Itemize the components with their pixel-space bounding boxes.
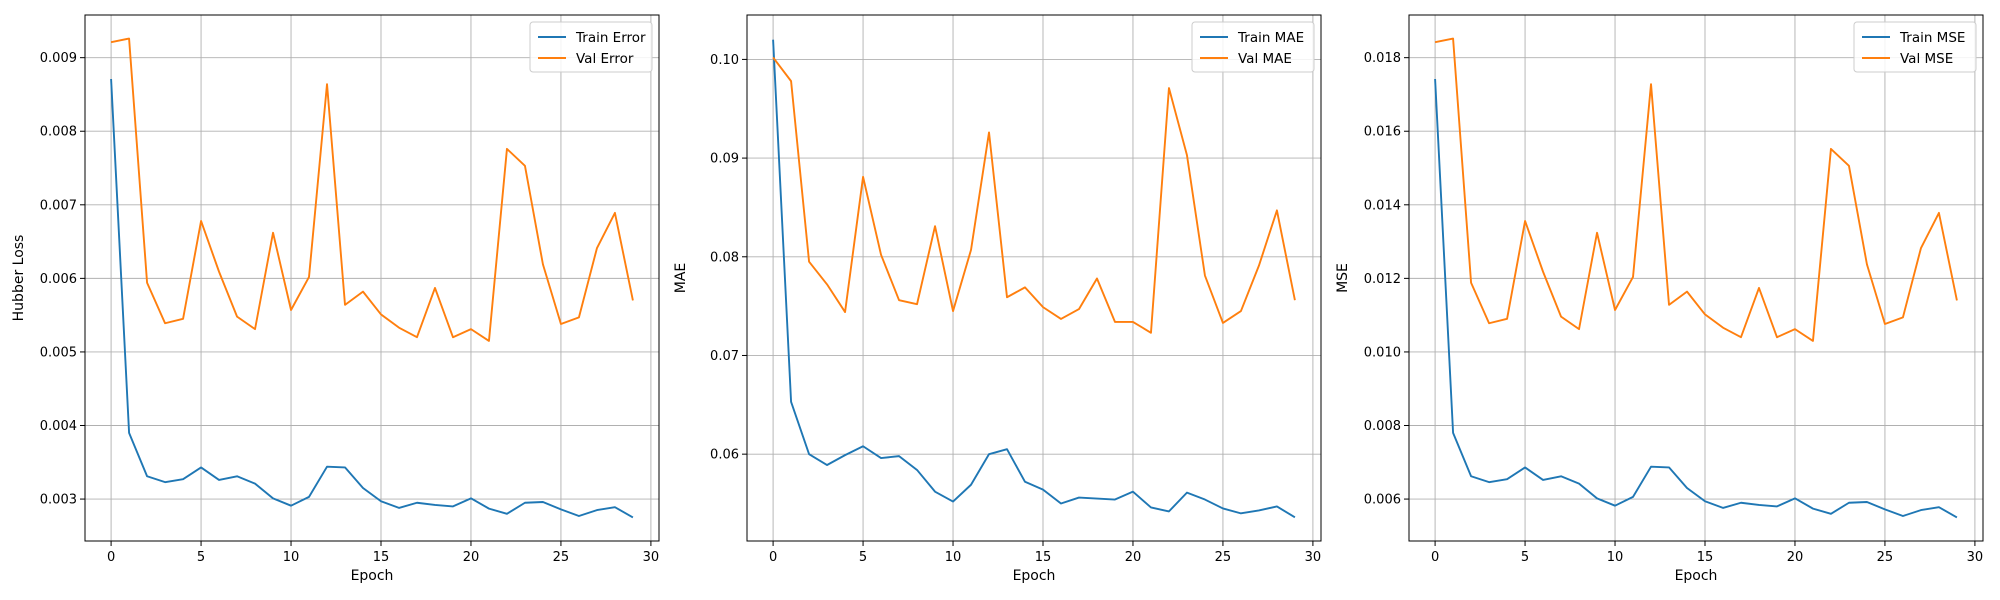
x-tick-label: 30 (643, 550, 660, 565)
x-tick-label: 25 (553, 550, 570, 565)
x-tick-label: 0 (107, 550, 115, 565)
x-tick-label: 20 (1125, 550, 1142, 565)
y-tick-label: 0.005 (40, 345, 77, 360)
series-line-val-error (110, 37, 634, 342)
legend: Train Error Val Error (529, 21, 653, 73)
series-line-val-mse (1434, 37, 1958, 342)
y-axis-label: MSE (1335, 263, 1351, 293)
series-line-train-mae (772, 39, 1296, 519)
x-tick-label: 10 (1607, 550, 1624, 565)
legend: Train MAE Val MAE (1191, 21, 1315, 73)
x-tick-label: 25 (1215, 550, 1232, 565)
y-tick-label: 0.014 (1364, 198, 1401, 213)
y-tick-label: 0.004 (40, 419, 77, 434)
series-line-train-mse (1434, 78, 1958, 519)
x-axis-label: Epoch (351, 568, 394, 584)
x-tick-label: 25 (1877, 550, 1894, 565)
x-tick-label: 5 (859, 550, 867, 565)
y-tick-label: 0.008 (40, 125, 77, 140)
x-tick-label: 0 (769, 550, 777, 565)
chart-3: 0 5 10 15 20 25 30 0.006 0.008 0.010 0.012 0.014 0.0… (1335, 14, 1984, 584)
series-line-train-error (110, 78, 634, 519)
legend-label: Train MAE (1237, 30, 1304, 46)
chart-1: 0 5 10 15 20 25 30 0.003 0.004 0.005 0.006 0.007 0.0… (11, 14, 660, 584)
y-tick-label: 0.012 (1364, 272, 1401, 287)
legend-label: Train MSE (1899, 30, 1965, 46)
y-tick-label: 0.016 (1364, 125, 1401, 140)
y-tick-label: 0.009 (40, 51, 77, 66)
y-tick-label: 0.06 (710, 448, 739, 463)
x-tick-label: 15 (1697, 550, 1714, 565)
legend-label: Val Error (576, 51, 634, 67)
y-tick-label: 0.08 (710, 250, 739, 265)
series-line-val-mae (772, 56, 1296, 334)
legend-label: Val MSE (1900, 51, 1953, 67)
x-tick-label: 15 (373, 550, 390, 565)
y-tick-label: 0.010 (1364, 345, 1401, 360)
y-tick-label: 0.003 (40, 493, 77, 508)
y-tick-label: 0.006 (40, 272, 77, 287)
legend-box (1191, 21, 1315, 73)
legend-label: Train Error (575, 30, 646, 46)
x-tick-label: 30 (1305, 550, 1322, 565)
y-tick-label: 0.09 (710, 152, 739, 167)
y-tick-label: 0.006 (1364, 493, 1401, 508)
x-tick-label: 10 (283, 550, 300, 565)
legend: Train MSE Val MSE (1853, 21, 1977, 73)
chart-2: 0 5 10 15 20 25 30 0.06 0.07 0.08 0.09 0.10 Epoch MAE… (673, 14, 1322, 584)
x-tick-label: 5 (197, 550, 205, 565)
x-tick-label: 15 (1035, 550, 1052, 565)
legend-label: Val MAE (1238, 51, 1292, 67)
axes-frame (746, 14, 1322, 542)
y-tick-label: 0.07 (710, 349, 739, 364)
y-tick-label: 0.10 (710, 53, 739, 68)
y-axis-label: MAE (673, 263, 689, 294)
legend-box (1853, 21, 1977, 73)
x-axis-label: Epoch (1675, 568, 1718, 584)
y-axis-label: Hubber Loss (11, 235, 27, 322)
x-tick-label: 0 (1431, 550, 1439, 565)
y-tick-label: 0.018 (1364, 51, 1401, 66)
y-tick-label: 0.008 (1364, 419, 1401, 434)
x-tick-label: 20 (1787, 550, 1804, 565)
y-tick-label: 0.007 (40, 198, 77, 213)
x-tick-label: 30 (1967, 550, 1984, 565)
x-tick-label: 5 (1521, 550, 1529, 565)
legend-box (529, 21, 653, 73)
x-tick-label: 10 (945, 550, 962, 565)
x-axis-label: Epoch (1013, 568, 1056, 584)
x-tick-label: 20 (463, 550, 480, 565)
